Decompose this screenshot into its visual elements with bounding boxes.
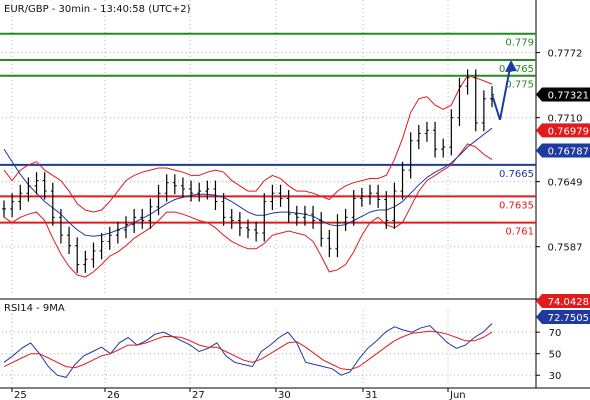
y-tick-label: 0.7710 bbox=[548, 114, 583, 125]
price-panel: 0.7772 0.7710 0.7649 0.7587 0.779 0.7765 0.775… bbox=[0, 0, 590, 388]
y-tick-label: 0.7649 bbox=[548, 178, 583, 189]
price-tag bbox=[536, 87, 590, 102]
level-label: 0.7765 bbox=[499, 64, 534, 75]
x-tick-label: 31 bbox=[365, 390, 378, 400]
rsi-price-tag bbox=[536, 310, 590, 324]
price-tag-label: 0.77321 bbox=[548, 90, 589, 101]
price-tag bbox=[536, 143, 590, 158]
level-label: 0.775 bbox=[505, 80, 534, 91]
y-tick-label: 0.7772 bbox=[548, 49, 583, 60]
y-tick-label: 30 bbox=[549, 371, 562, 382]
rsi-title: RSI14 - 9MA bbox=[4, 303, 65, 314]
series-line bbox=[3, 75, 493, 213]
price-tag bbox=[536, 123, 590, 138]
series-line bbox=[3, 143, 493, 278]
rsi-panel: 70 50 30 74.0428 72.7505 bbox=[2, 294, 590, 386]
rsi-price-tag bbox=[536, 294, 590, 308]
projection-arrow-head bbox=[505, 59, 517, 72]
y-tick-label: 50 bbox=[549, 350, 562, 361]
level-label: 0.761 bbox=[505, 227, 534, 238]
level-label: 0.779 bbox=[505, 38, 534, 49]
chart-title: EUR/GBP - 30min - 13:40:58 (UTC+2) bbox=[4, 4, 191, 15]
rsi-series-line bbox=[3, 323, 493, 378]
series-line bbox=[3, 127, 493, 237]
level-label: 0.7635 bbox=[499, 200, 534, 211]
y-tick-label: 0.7587 bbox=[548, 243, 583, 254]
x-tick-label: Jun bbox=[449, 390, 466, 400]
x-tick-label: 30 bbox=[278, 390, 291, 400]
projection-arrow-line bbox=[491, 67, 511, 121]
level-label: 0.7665 bbox=[499, 169, 534, 180]
price-tag-label: 0.76979 bbox=[548, 126, 589, 137]
time-axis: 25 26 27 30 31 Jun bbox=[0, 387, 590, 400]
x-tick-label: 26 bbox=[107, 390, 120, 400]
rsi-price-tag-label: 72.7505 bbox=[548, 313, 589, 324]
rsi-series-line bbox=[3, 330, 493, 371]
y-tick-label: 70 bbox=[549, 328, 562, 339]
price-tag-label: 0.76787 bbox=[548, 146, 589, 157]
rsi-price-tag-label: 74.0428 bbox=[548, 297, 589, 308]
x-tick-label: 25 bbox=[14, 390, 27, 400]
x-tick-label: 27 bbox=[192, 390, 205, 400]
